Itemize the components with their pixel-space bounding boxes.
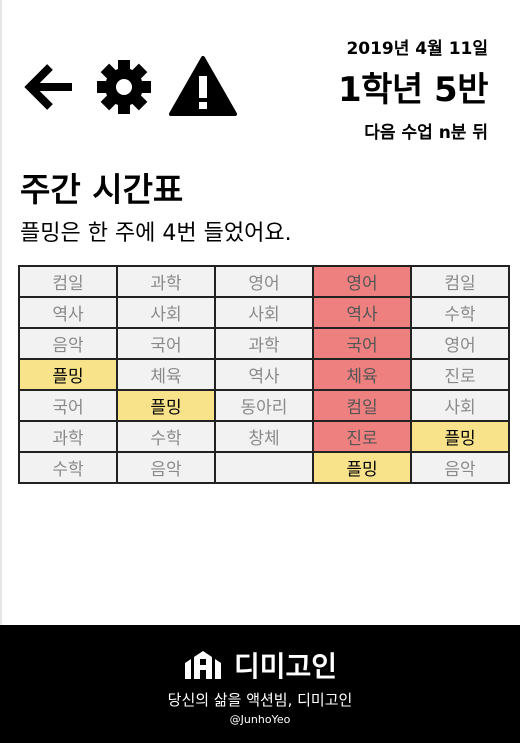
gear-icon[interactable]: [94, 52, 154, 122]
timetable-cell: 컴일: [410, 265, 510, 298]
brand: 디미고인: [0, 645, 520, 685]
timetable-cell: 과학: [214, 327, 314, 360]
footer: 디미고인 당신의 삶을 액션빔, 디미고인 @JunhoYeo: [0, 625, 520, 743]
timetable-cell: 국어: [312, 327, 412, 360]
timetable-cell: 국어: [116, 327, 216, 360]
timetable-cell: 동아리: [214, 389, 314, 422]
timetable-row: 플밍 체육 역사 체육 진로: [18, 358, 510, 391]
timetable-cell: 컴일: [312, 389, 412, 422]
arrow-left-icon[interactable]: [22, 52, 80, 122]
timetable-cell: 사회: [214, 296, 314, 329]
timetable-cell: 수학: [116, 420, 216, 453]
timetable-cell: 사회: [410, 389, 510, 422]
brand-name: 디미고인: [234, 650, 338, 683]
timetable-cell: 영어: [312, 265, 412, 298]
page-title: 주간 시간표: [20, 170, 184, 209]
tagline: 당신의 삶을 액션빔, 디미고인: [167, 691, 353, 709]
timetable-cell: 체육: [116, 358, 216, 391]
timetable-row: 수학 음악 플밍 음악: [18, 451, 510, 484]
timetable-cell: 플밍: [312, 451, 412, 484]
timetable-cell: 역사: [18, 296, 118, 329]
timetable-cell: [214, 451, 314, 484]
timetable-cell: 과학: [116, 265, 216, 298]
timetable-row: 국어 플밍 동아리 컴일 사회: [18, 389, 510, 422]
timetable-row: 컴일 과학 영어 영어 컴일: [18, 265, 510, 298]
timetable-cell: 음악: [18, 327, 118, 360]
timetable-cell: 플밍: [410, 420, 510, 453]
timetable-cell: 창체: [214, 420, 314, 453]
timetable-cell: 플밍: [18, 358, 118, 391]
timetable-cell: 역사: [214, 358, 314, 391]
author-handle: @JunhoYeo: [229, 713, 291, 726]
timetable-cell: 음악: [410, 451, 510, 484]
timetable-cell: 사회: [116, 296, 216, 329]
weekly-timetable: 컴일 과학 영어 영어 컴일 역사 사회 사회 역사 수학 음악 국어 과학 국어 영어 플밍 체육 역사 체육 진로…: [18, 265, 510, 484]
timetable-cell: 영어: [410, 327, 510, 360]
timetable-cell: 플밍: [116, 389, 216, 422]
timetable-cell: 컴일: [18, 265, 118, 298]
timetable-row: 역사 사회 사회 역사 수학: [18, 296, 510, 329]
timetable-cell: 과학: [18, 420, 118, 453]
timetable-cell: 음악: [116, 451, 216, 484]
timetable-cell: 진로: [312, 420, 412, 453]
timetable-cell: 수학: [410, 296, 510, 329]
timetable-cell: 영어: [214, 265, 314, 298]
school-logo-icon: [184, 651, 221, 679]
timetable-cell: 진로: [410, 358, 510, 391]
timetable-cell: 역사: [312, 296, 412, 329]
warning-icon[interactable]: [168, 52, 238, 122]
timetable-cell: 수학: [18, 451, 118, 484]
left-edge-border: [0, 0, 2, 625]
schedule-summary: 플밍은 한 주에 4번 들었어요.: [20, 221, 292, 246]
next-class-countdown: 다음 수업 n분 뒤: [364, 123, 488, 143]
timetable-row: 음악 국어 과학 국어 영어: [18, 327, 510, 360]
timetable-row: 과학 수학 창체 진로 플밍: [18, 420, 510, 453]
class-name: 1학년 5반: [338, 70, 489, 110]
timetable-cell: 체육: [312, 358, 412, 391]
date-label: 2019년 4월 11일: [346, 39, 488, 59]
timetable-cell: 국어: [18, 389, 118, 422]
